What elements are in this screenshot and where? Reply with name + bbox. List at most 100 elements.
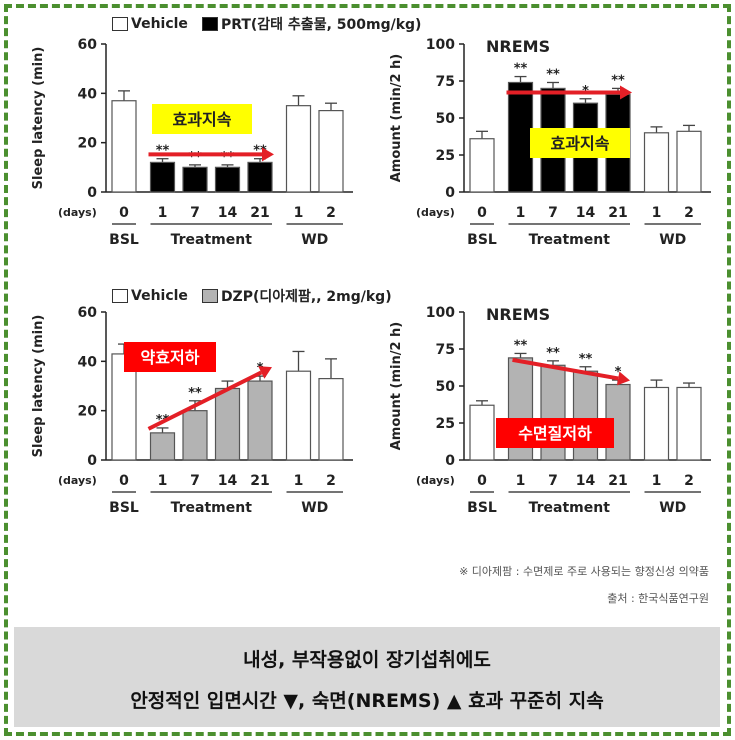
x-tick-label: 21: [608, 205, 627, 221]
y-tick-label: 50: [436, 111, 456, 127]
effect-label-box: [124, 342, 216, 372]
bar: [182, 410, 208, 461]
legend-prt: PRT(감태 추출물, 500mg/kg): [201, 14, 421, 34]
y-tick-label: 40: [78, 354, 98, 370]
significance-label: **: [514, 62, 528, 77]
group-label: WD: [659, 232, 686, 248]
bar: [111, 100, 137, 193]
bar: [507, 81, 534, 193]
bar: [285, 105, 312, 193]
x-tick-label: 14: [218, 205, 238, 221]
dashed-frame: [4, 4, 731, 736]
summary-footer: 내성, 부작용없이 장기섭취에도 안정적인 입면시간 ▼, 숙면(NREMS) …: [14, 627, 720, 727]
significance-label: *: [615, 365, 622, 380]
x-tick-label: 1: [294, 473, 304, 489]
y-tick-label: 75: [436, 74, 455, 90]
significance-label: **: [546, 346, 560, 361]
trend-arrow: [512, 357, 619, 381]
bar: [318, 377, 344, 461]
y-tick-label: 20: [78, 404, 98, 420]
y-tick-label: 100: [426, 305, 455, 321]
bar: [214, 166, 241, 193]
y-tick-label: 40: [78, 86, 98, 102]
x-tick-label: 1: [516, 205, 526, 221]
bar: [285, 370, 312, 461]
y-axis-label: Amount (min/2 h): [389, 54, 404, 183]
bar: [676, 386, 702, 461]
x-tick-label: 2: [684, 205, 694, 221]
group-label: WD: [301, 232, 328, 248]
x-tick-label: 1: [158, 473, 168, 489]
legend-vehicle-2: Vehicle: [112, 288, 188, 304]
bar: [469, 404, 495, 461]
x-tick-label: 0: [119, 473, 129, 489]
legend-vehicle: Vehicle: [112, 16, 188, 32]
group-label: BSL: [109, 500, 139, 516]
x-tick-label: 21: [250, 205, 269, 221]
y-tick-label: 25: [436, 148, 455, 164]
significance-label: **: [546, 67, 560, 82]
y-tick-label: 20: [78, 136, 98, 152]
significance-label: **: [188, 386, 202, 401]
chart-title: NREMS: [486, 305, 550, 324]
legend-top: Vehicle PRT(감태 추출물, 500mg/kg): [112, 14, 429, 34]
significance-label: **: [221, 150, 235, 165]
significance-label: **: [188, 150, 202, 165]
group-label: BSL: [109, 232, 139, 248]
summary-line-2: 안정적인 입면시간 ▼, 숙면(NREMS) ▲ 효과 꾸준히 지속: [130, 690, 604, 712]
x-tick-label: 21: [608, 473, 627, 489]
bar: [182, 166, 208, 193]
bar: [149, 161, 176, 193]
x-tick-label: 2: [326, 205, 336, 221]
x-prefix-label: (days): [416, 206, 455, 219]
legend-dzp: DZP(디아제팜,, 2mg/kg): [201, 286, 392, 306]
chart-title: NREMS: [486, 37, 550, 56]
x-tick-label: 21: [250, 473, 269, 489]
effect-label-box: [152, 104, 252, 134]
x-tick-label: 0: [477, 473, 487, 489]
legend-dzp-swatch: [201, 289, 218, 303]
x-tick-label: 1: [294, 205, 304, 221]
legend-dzp-label: DZP(디아제팜,, 2mg/kg): [220, 289, 392, 305]
chart-sleep-latency-dzp: Sleep latency (min)0204060*****(days)017…: [31, 305, 353, 516]
effect-label-box: [496, 418, 614, 448]
x-tick-label: 0: [477, 205, 487, 221]
trend-arrow-head: [616, 371, 630, 386]
x-prefix-label: (days): [416, 474, 455, 487]
y-tick-label: 0: [87, 185, 97, 201]
x-tick-label: 7: [190, 473, 200, 489]
group-label: WD: [659, 500, 686, 516]
x-prefix-label: (days): [58, 474, 97, 487]
group-label: BSL: [467, 232, 497, 248]
legend-vehicle-2-swatch: [112, 289, 128, 303]
group-label: BSL: [467, 500, 497, 516]
significance-label: **: [156, 144, 170, 159]
x-tick-label: 1: [652, 205, 662, 221]
bar: [676, 130, 702, 193]
note-diazepam: ※ 디아제팜 : 수면제로 주로 사용되는 향정신성 의약품: [459, 565, 709, 578]
significance-label: **: [514, 338, 528, 353]
legend-vehicle-swatch: [112, 17, 128, 31]
bar: [318, 109, 344, 193]
group-label: Treatment: [529, 500, 611, 516]
group-label: WD: [301, 500, 328, 516]
x-tick-label: 7: [190, 205, 200, 221]
note-source: 출처 : 한국식품연구원: [607, 592, 709, 605]
x-tick-label: 14: [576, 473, 596, 489]
x-tick-label: 14: [218, 473, 238, 489]
y-axis-label: Sleep latency (min): [31, 47, 46, 190]
legend-prt-swatch: [201, 17, 218, 31]
y-tick-label: 60: [78, 305, 98, 321]
effect-label: 효과지속: [173, 110, 232, 129]
y-tick-label: 25: [436, 416, 455, 432]
y-tick-label: 0: [445, 185, 455, 201]
group-label: Treatment: [171, 500, 253, 516]
y-tick-label: 50: [436, 379, 456, 395]
trend-arrow-head: [258, 366, 272, 379]
bar: [149, 432, 176, 461]
y-tick-label: 100: [426, 37, 455, 53]
bar: [643, 132, 670, 193]
